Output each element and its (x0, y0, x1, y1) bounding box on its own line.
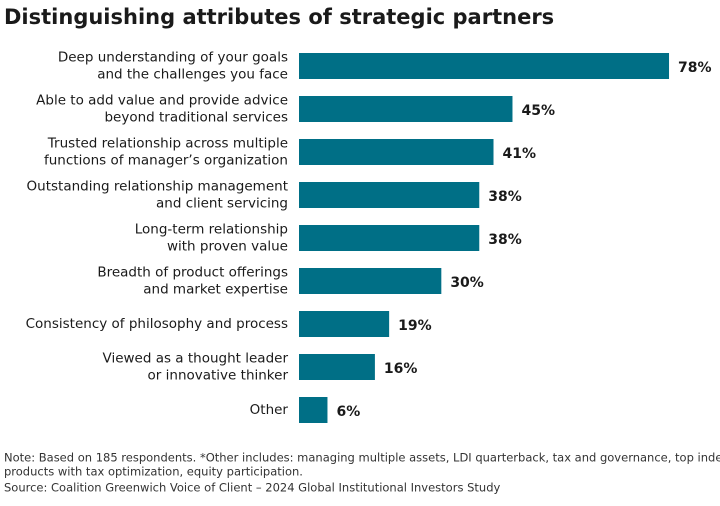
bar (299, 96, 513, 122)
category-label: Outstanding relationship management and c… (27, 179, 288, 212)
category-label: Able to add value and provide advice beyo… (36, 93, 288, 126)
value-label: 30% (450, 275, 484, 291)
value-label: 45% (521, 103, 555, 119)
category-label-line: Deep understanding of your goals (58, 50, 288, 66)
bar (299, 354, 375, 380)
value-label: 38% (488, 232, 522, 248)
category-label-line: Viewed as a thought leader (103, 351, 289, 367)
category-label: Viewed as a thought leader or innovative … (103, 351, 289, 384)
category-label-line: Consistency of philosophy and process (26, 316, 288, 332)
category-label-line: functions of manager’s organization (44, 153, 288, 169)
value-label: 38% (488, 189, 522, 205)
category-label-line: beyond traditional services (104, 110, 288, 126)
category-label-line: and the challenges you face (97, 67, 288, 83)
category-label: Breadth of product offerings and market e… (97, 265, 288, 298)
value-label: 41% (503, 146, 537, 162)
category-label-line: Other (250, 402, 289, 418)
category-label: Deep understanding of your goals and the … (58, 50, 288, 83)
bar (299, 139, 494, 165)
value-label: 16% (384, 361, 418, 377)
bar (299, 182, 480, 208)
note: products with tax optimization, equity p… (4, 465, 303, 479)
category-label: Trusted relationship across multiple func… (44, 136, 288, 169)
category-label-line: or innovative thinker (148, 368, 289, 384)
value-label: 78% (678, 60, 712, 76)
category-label-line: Long-term relationship (135, 222, 288, 238)
category-label: Long-term relationship with proven value (135, 222, 288, 255)
bar (299, 268, 442, 294)
category-label: Other (250, 402, 289, 418)
category-label-line: and market expertise (143, 282, 288, 298)
source: Source: Coalition Greenwich Voice of Cli… (4, 481, 500, 495)
bar (299, 53, 670, 79)
category-label-line: Breadth of product offerings (97, 265, 288, 281)
category-label-line: with proven value (167, 239, 288, 255)
bar (299, 225, 480, 251)
category-label-line: Outstanding relationship management (27, 179, 288, 195)
category-label: Consistency of philosophy and process (26, 316, 288, 332)
category-label-line: Able to add value and provide advice (36, 93, 288, 109)
note: Note: Based on 185 respondents. *Other i… (4, 451, 720, 465)
value-label: 19% (398, 318, 432, 334)
chart-title: Distinguishing attributes of strategic p… (4, 5, 554, 29)
bar (299, 397, 328, 423)
value-label: 6% (336, 404, 360, 420)
category-label-line: Trusted relationship across multiple (47, 136, 288, 152)
category-label-line: and client servicing (156, 196, 288, 212)
bar (299, 311, 390, 337)
